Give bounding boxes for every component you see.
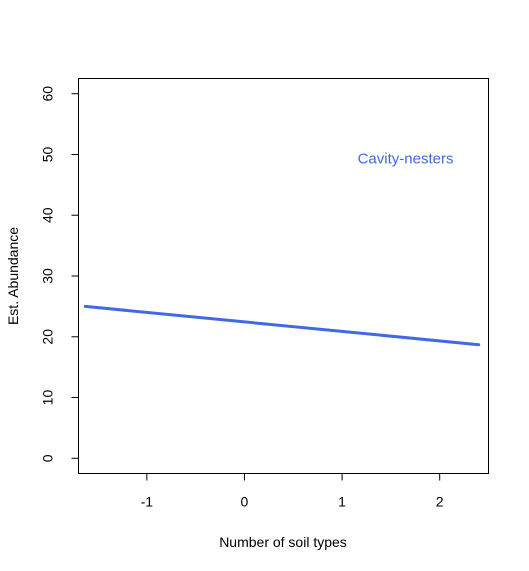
plot-frame: [79, 79, 489, 474]
y-tick-label: 10: [40, 390, 56, 406]
y-tick-label: 30: [40, 268, 56, 284]
y-axis-label: Est. Abundance: [5, 227, 21, 325]
x-tick-label: 0: [241, 494, 249, 510]
y-tick-label: 20: [40, 329, 56, 345]
y-tick-label: 60: [40, 86, 56, 102]
x-tick-label: -1: [141, 494, 154, 510]
series-line: [85, 306, 478, 344]
x-axis: -1 0 1 2: [141, 474, 444, 510]
y-tick-label: 50: [40, 146, 56, 162]
y-tick-label: 0: [40, 454, 56, 462]
series-annotation: Cavity-nesters: [358, 151, 454, 168]
x-tick-label: 1: [338, 494, 346, 510]
series-layer: [85, 306, 478, 344]
y-tick-label: 40: [40, 207, 56, 223]
x-tick-label: 2: [436, 494, 444, 510]
x-axis-label: Number of soil types: [219, 534, 347, 550]
y-axis: 0 10 20 30 40 50 60: [40, 86, 79, 463]
